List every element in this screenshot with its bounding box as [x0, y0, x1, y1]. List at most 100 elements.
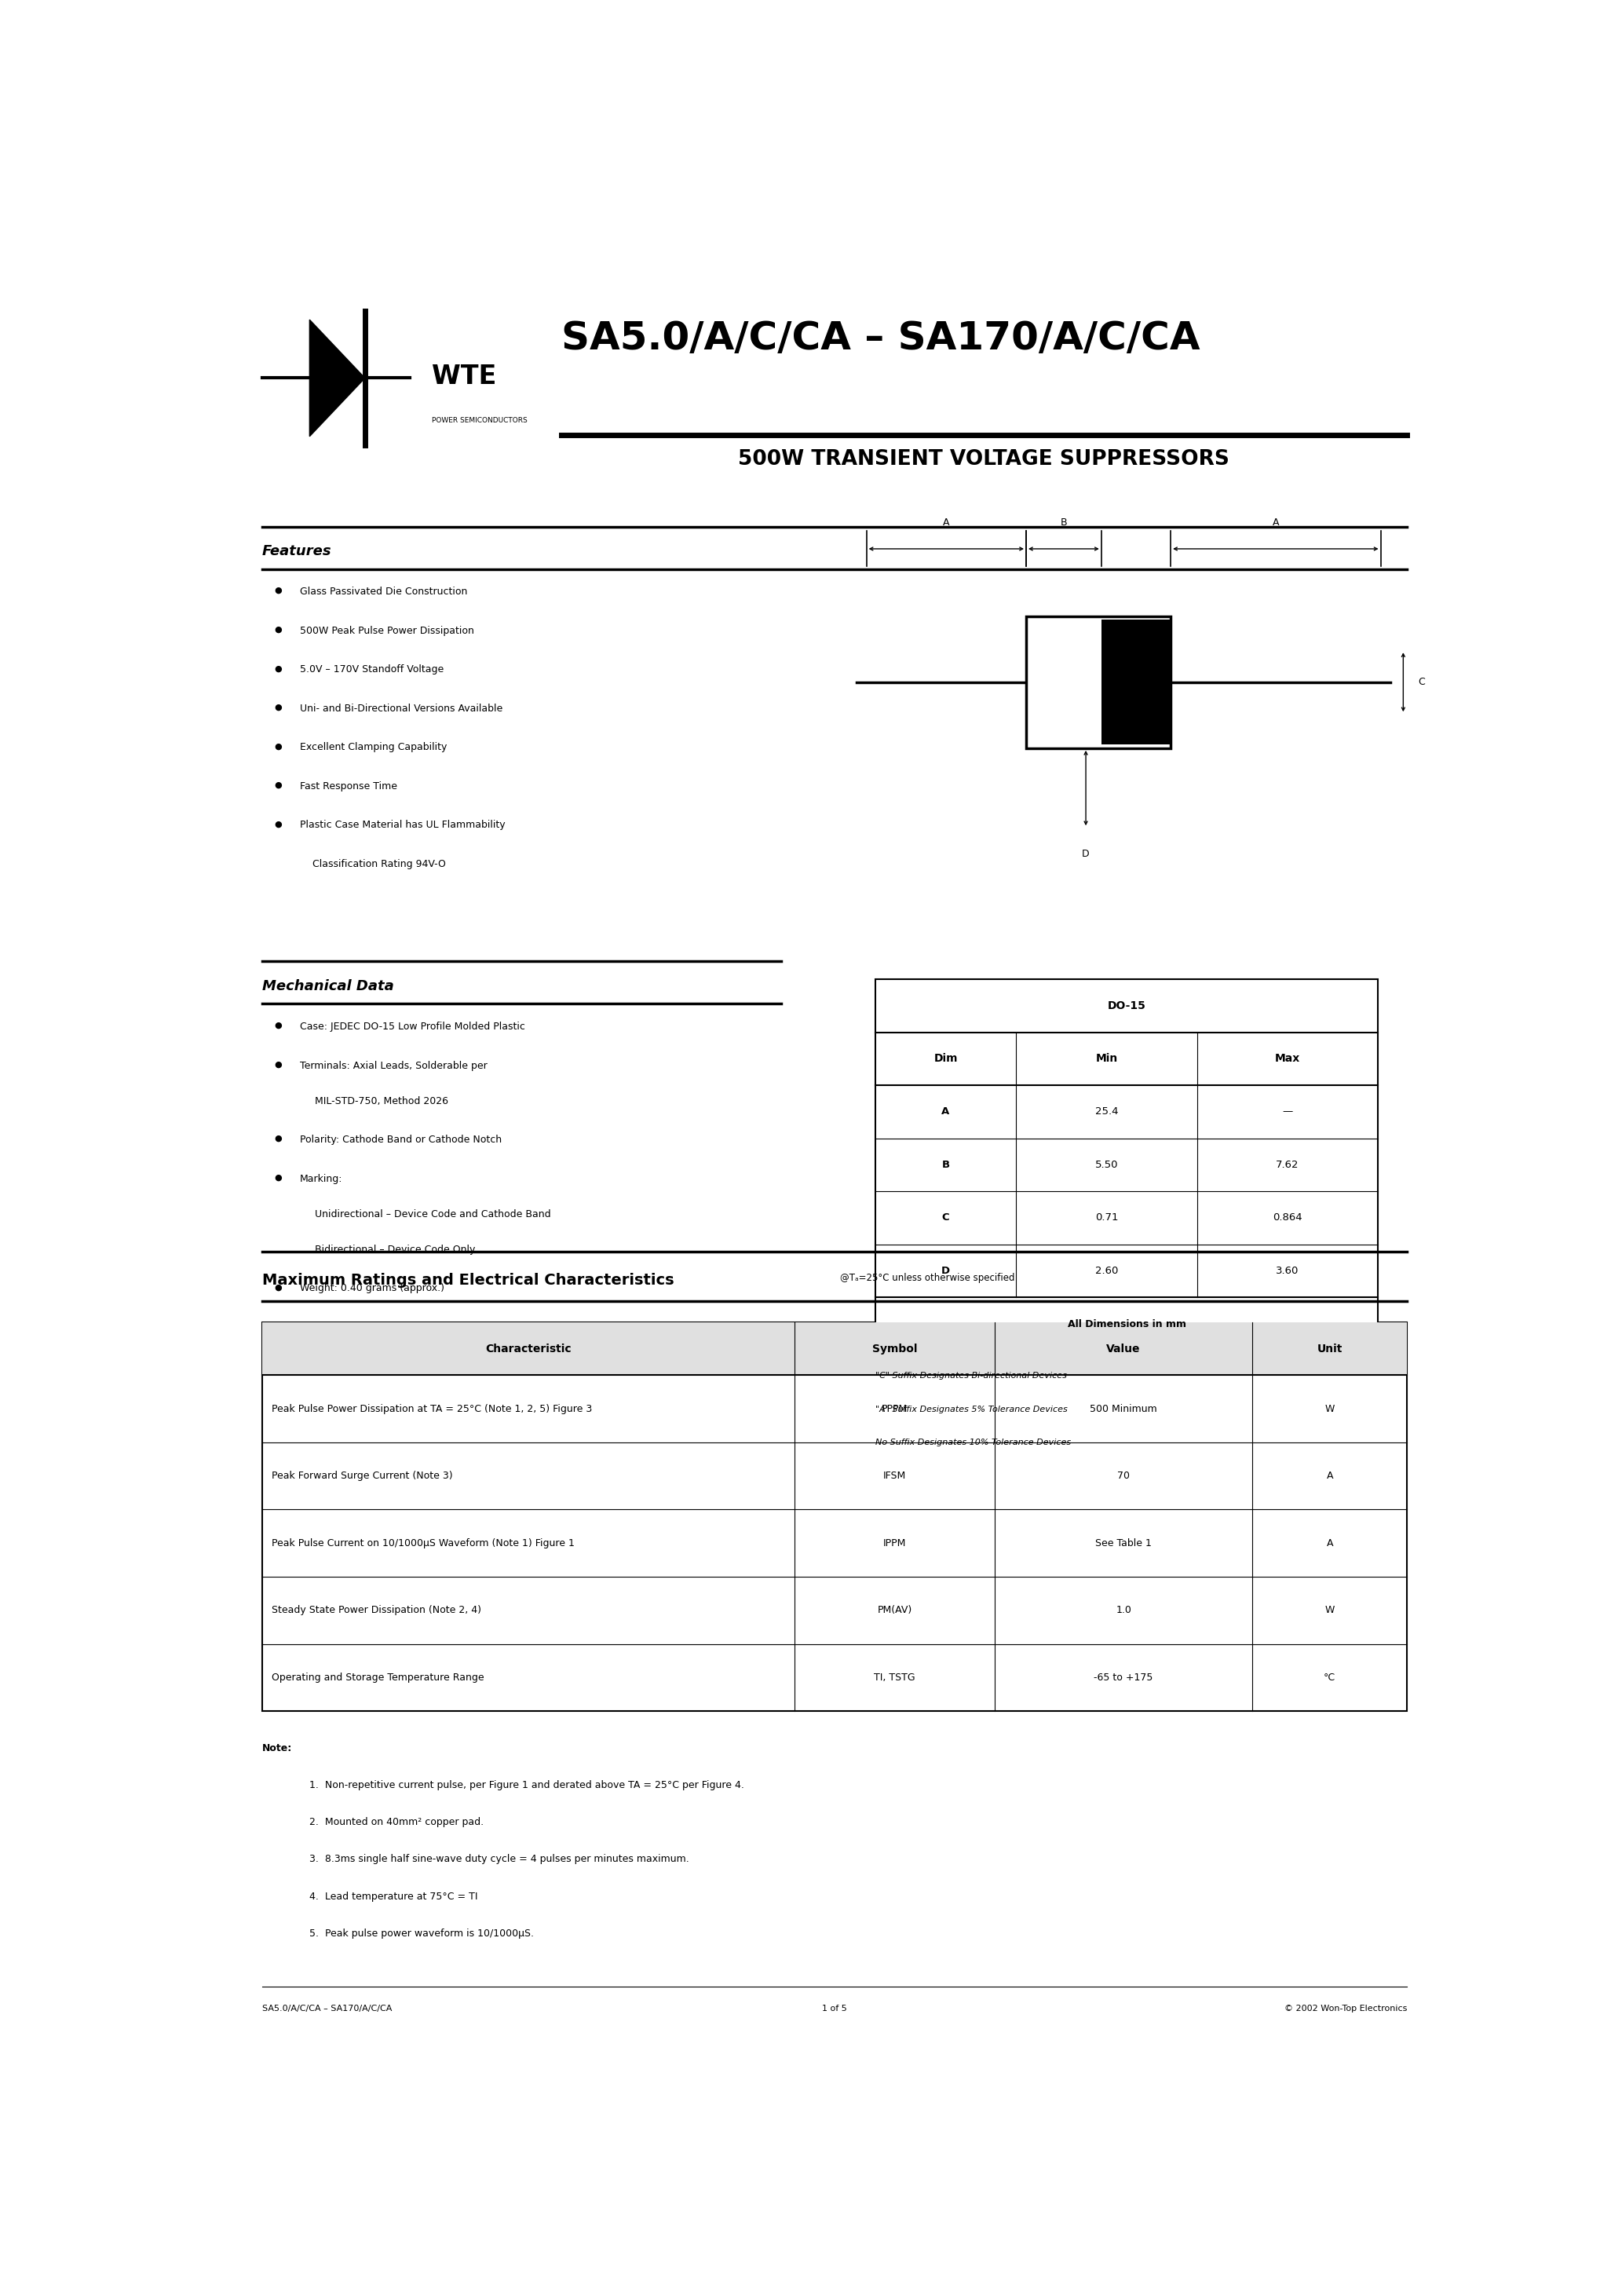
Text: Unit: Unit: [1317, 1343, 1343, 1355]
Polygon shape: [310, 319, 365, 436]
Text: 500 Minimum: 500 Minimum: [1090, 1403, 1156, 1414]
Text: Dim: Dim: [934, 1054, 957, 1065]
Text: PM(AV): PM(AV): [878, 1605, 912, 1616]
Text: Max: Max: [1275, 1054, 1301, 1065]
Text: ●: ●: [274, 703, 282, 712]
Text: ●: ●: [274, 781, 282, 790]
Text: Steady State Power Dissipation (Note 2, 4): Steady State Power Dissipation (Note 2, …: [272, 1605, 482, 1616]
Text: °C: °C: [1324, 1671, 1335, 1683]
Text: ●: ●: [274, 664, 282, 673]
Text: Classification Rating 94V-O: Classification Rating 94V-O: [300, 859, 446, 870]
Text: Case: JEDEC DO-15 Low Profile Molded Plastic: Case: JEDEC DO-15 Low Profile Molded Pla…: [300, 1022, 526, 1031]
Text: 1.0: 1.0: [1116, 1605, 1132, 1616]
Text: C: C: [942, 1212, 949, 1224]
Text: MIL-STD-750, Method 2026: MIL-STD-750, Method 2026: [315, 1095, 448, 1107]
Text: 5.  Peak pulse power waveform is 10/1000μS.: 5. Peak pulse power waveform is 10/1000μ…: [310, 1929, 534, 1938]
Text: 25.4: 25.4: [1095, 1107, 1118, 1116]
Text: Symbol: Symbol: [873, 1343, 916, 1355]
Text: SA5.0/A/C/CA – SA170/A/C/CA: SA5.0/A/C/CA – SA170/A/C/CA: [561, 319, 1200, 358]
Text: A: A: [942, 517, 949, 528]
Text: SA5.0/A/C/CA – SA170/A/C/CA: SA5.0/A/C/CA – SA170/A/C/CA: [261, 2004, 391, 2011]
Text: "A" Suffix Designates 5% Tolerance Devices: "A" Suffix Designates 5% Tolerance Devic…: [876, 1405, 1067, 1412]
Text: Bidirectional – Device Code Only: Bidirectional – Device Code Only: [315, 1244, 475, 1254]
Text: 70: 70: [1118, 1472, 1131, 1481]
Text: ●: ●: [274, 588, 282, 595]
Text: Characteristic: Characteristic: [485, 1343, 571, 1355]
Text: 7.62: 7.62: [1277, 1159, 1299, 1171]
Text: POWER SEMICONDUCTORS: POWER SEMICONDUCTORS: [431, 418, 527, 425]
Text: Peak Pulse Current on 10/1000μS Waveform (Note 1) Figure 1: Peak Pulse Current on 10/1000μS Waveform…: [272, 1538, 574, 1548]
Text: -65 to +175: -65 to +175: [1093, 1671, 1153, 1683]
Text: Plastic Case Material has UL Flammability: Plastic Case Material has UL Flammabilit…: [300, 820, 504, 831]
Text: W: W: [1325, 1403, 1335, 1414]
Text: Maximum Ratings and Electrical Characteristics: Maximum Ratings and Electrical Character…: [261, 1272, 673, 1288]
Text: 3.60: 3.60: [1277, 1265, 1299, 1277]
Text: 4.  Lead temperature at 75°C = TI: 4. Lead temperature at 75°C = TI: [310, 1892, 478, 1901]
Text: DO-15: DO-15: [1108, 1001, 1145, 1010]
Text: D: D: [941, 1265, 950, 1277]
Text: 5.0V – 170V Standoff Voltage: 5.0V – 170V Standoff Voltage: [300, 664, 443, 675]
Text: 5.50: 5.50: [1095, 1159, 1118, 1171]
Text: Glass Passivated Die Construction: Glass Passivated Die Construction: [300, 588, 467, 597]
Text: 0.864: 0.864: [1273, 1212, 1302, 1224]
Text: ●: ●: [274, 1173, 282, 1182]
Text: 500W TRANSIENT VOLTAGE SUPPRESSORS: 500W TRANSIENT VOLTAGE SUPPRESSORS: [738, 448, 1229, 468]
Text: A: A: [942, 1107, 950, 1116]
Text: Peak Forward Surge Current (Note 3): Peak Forward Surge Current (Note 3): [272, 1472, 453, 1481]
Text: A: A: [1327, 1538, 1333, 1548]
Text: ●: ●: [274, 1283, 282, 1290]
Bar: [261, 1322, 1406, 1375]
Text: No Suffix Designates 10% Tolerance Devices: No Suffix Designates 10% Tolerance Devic…: [876, 1440, 1071, 1446]
Text: Terminals: Axial Leads, Solderable per: Terminals: Axial Leads, Solderable per: [300, 1061, 487, 1070]
Text: Uni- and Bi-Directional Versions Available: Uni- and Bi-Directional Versions Availab…: [300, 703, 503, 714]
Bar: [1101, 620, 1169, 744]
Text: Marking:: Marking:: [300, 1173, 342, 1185]
Text: PPPM: PPPM: [881, 1403, 908, 1414]
Text: Unidirectional – Device Code and Cathode Band: Unidirectional – Device Code and Cathode…: [315, 1210, 550, 1219]
Text: —: —: [1283, 1107, 1293, 1116]
Text: Excellent Clamping Capability: Excellent Clamping Capability: [300, 742, 446, 753]
Text: WTE: WTE: [431, 365, 496, 390]
Text: TI, TSTG: TI, TSTG: [874, 1671, 915, 1683]
Text: Features: Features: [261, 544, 331, 558]
Text: 0.71: 0.71: [1095, 1212, 1118, 1224]
Text: Fast Response Time: Fast Response Time: [300, 781, 397, 792]
Text: W: W: [1325, 1605, 1335, 1616]
Text: ●: ●: [274, 742, 282, 751]
Bar: [261, 1322, 1406, 1711]
Text: 2.  Mounted on 40mm² copper pad.: 2. Mounted on 40mm² copper pad.: [310, 1816, 483, 1828]
Text: A: A: [1272, 517, 1280, 528]
Text: IFSM: IFSM: [882, 1472, 907, 1481]
Text: ●: ●: [274, 1061, 282, 1068]
Text: C: C: [1418, 677, 1426, 687]
Text: See Table 1: See Table 1: [1095, 1538, 1152, 1548]
Text: Weight: 0.40 grams (approx.): Weight: 0.40 grams (approx.): [300, 1283, 444, 1293]
Text: @Tₐ=25°C unless otherwise specified: @Tₐ=25°C unless otherwise specified: [840, 1272, 1015, 1283]
Text: Mechanical Data: Mechanical Data: [261, 978, 394, 994]
Text: 2.60: 2.60: [1095, 1265, 1118, 1277]
Text: Value: Value: [1106, 1343, 1140, 1355]
Bar: [876, 978, 1379, 1350]
Text: A: A: [1327, 1472, 1333, 1481]
Text: ●: ●: [274, 625, 282, 634]
Text: Operating and Storage Temperature Range: Operating and Storage Temperature Range: [272, 1671, 485, 1683]
Text: B: B: [942, 1159, 949, 1171]
Text: © 2002 Won-Top Electronics: © 2002 Won-Top Electronics: [1285, 2004, 1406, 2011]
Text: Peak Pulse Power Dissipation at TA = 25°C (Note 1, 2, 5) Figure 3: Peak Pulse Power Dissipation at TA = 25°…: [272, 1403, 592, 1414]
Bar: [1027, 615, 1171, 748]
Text: Note:: Note:: [261, 1743, 292, 1754]
Text: D: D: [1082, 850, 1090, 859]
Text: 1.  Non-repetitive current pulse, per Figure 1 and derated above TA = 25°C per F: 1. Non-repetitive current pulse, per Fig…: [310, 1779, 744, 1791]
Text: ●: ●: [274, 1134, 282, 1143]
Text: 3.  8.3ms single half sine-wave duty cycle = 4 pulses per minutes maximum.: 3. 8.3ms single half sine-wave duty cycl…: [310, 1855, 689, 1864]
Text: IPPM: IPPM: [882, 1538, 907, 1548]
Text: "C" Suffix Designates Bi-directional Devices: "C" Suffix Designates Bi-directional Dev…: [876, 1371, 1067, 1380]
Text: Min: Min: [1095, 1054, 1118, 1065]
Text: ●: ●: [274, 820, 282, 829]
Text: B: B: [1061, 517, 1067, 528]
Text: ●: ●: [274, 1022, 282, 1029]
Text: 500W Peak Pulse Power Dissipation: 500W Peak Pulse Power Dissipation: [300, 625, 474, 636]
Text: Polarity: Cathode Band or Cathode Notch: Polarity: Cathode Band or Cathode Notch: [300, 1134, 501, 1146]
Text: 1 of 5: 1 of 5: [822, 2004, 847, 2011]
Text: All Dimensions in mm: All Dimensions in mm: [1067, 1318, 1186, 1329]
